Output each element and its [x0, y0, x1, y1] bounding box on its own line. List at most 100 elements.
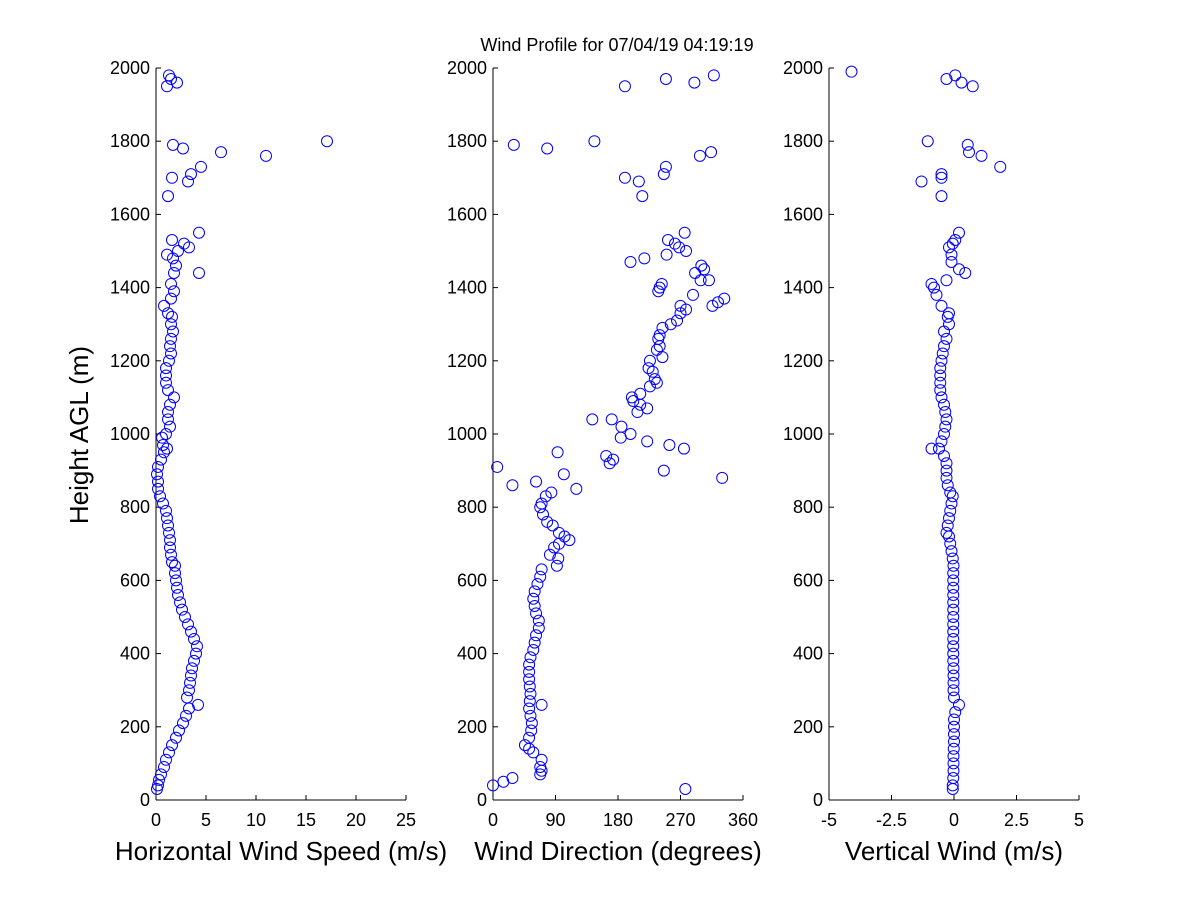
x-tick-label: 180	[603, 810, 633, 830]
data-point	[173, 724, 185, 737]
data-point	[947, 589, 960, 602]
data-point	[947, 632, 960, 645]
data-point	[641, 402, 654, 415]
data-point	[664, 318, 677, 331]
data-point	[588, 135, 601, 148]
data-point	[523, 680, 536, 693]
data-point	[921, 135, 934, 148]
data-point	[170, 259, 182, 272]
data-point	[947, 772, 960, 785]
data-point	[948, 720, 960, 733]
data-point	[947, 676, 960, 689]
data-point	[947, 559, 960, 572]
data-point	[193, 226, 205, 239]
data-point	[947, 574, 960, 587]
data-point	[185, 625, 197, 638]
data-point	[163, 746, 175, 759]
data-point	[941, 479, 954, 492]
data-point	[653, 329, 666, 342]
data-point	[944, 486, 957, 499]
data-point	[167, 325, 179, 338]
data-point	[155, 453, 167, 466]
data-point	[938, 398, 950, 411]
data-point	[939, 406, 952, 419]
data-point	[705, 146, 718, 159]
data-point	[688, 76, 701, 89]
x-tick-label: 10	[246, 810, 266, 830]
data-point	[168, 285, 180, 298]
data-point	[938, 340, 950, 353]
data-point	[716, 471, 729, 484]
data-point	[657, 464, 670, 477]
data-point	[168, 266, 180, 279]
data-point	[160, 369, 172, 382]
data-point	[156, 431, 168, 444]
data-point	[949, 234, 962, 247]
data-point	[938, 428, 950, 440]
panel-wind-direction: 0 200 400 600 800 1000 1200 1400 1600 1800 2000 0 90…	[447, 58, 762, 866]
data-point	[677, 442, 690, 455]
y-tick-label: 1000	[447, 424, 487, 444]
data-point	[164, 541, 176, 554]
data-point	[648, 373, 661, 386]
data-point	[943, 307, 955, 320]
data-point	[946, 490, 959, 503]
data-point	[506, 479, 519, 492]
data-point	[168, 391, 180, 404]
data-point	[947, 654, 960, 667]
data-point	[674, 299, 687, 312]
data-point	[551, 446, 564, 459]
data-point	[940, 332, 953, 345]
data-point	[166, 556, 178, 569]
data-point	[673, 241, 686, 254]
data-point	[158, 299, 170, 312]
data-point	[195, 160, 207, 173]
data-point	[655, 277, 668, 290]
x-tick-label: 20	[346, 810, 366, 830]
data-point	[179, 611, 191, 623]
data-point	[169, 559, 181, 572]
data-point	[165, 277, 177, 290]
data-point	[152, 482, 164, 495]
data-point	[659, 160, 672, 173]
data-point	[928, 281, 940, 294]
data-point	[532, 614, 545, 627]
panel-vertical-wind: 0 200 400 600 800 1000 1200 1400 1600 1800 2000 -5 -…	[783, 58, 1084, 866]
data-point	[953, 226, 965, 239]
data-point	[618, 80, 631, 93]
data-point	[169, 567, 181, 580]
data-point	[966, 80, 979, 93]
data-point	[165, 347, 177, 360]
y-tick-label: 1400	[110, 278, 150, 298]
data-point	[946, 779, 959, 792]
data-point	[172, 245, 184, 257]
data-point	[523, 695, 536, 708]
data-point	[166, 171, 178, 184]
y-tick-label: 600	[120, 570, 150, 590]
data-point	[638, 252, 651, 265]
data-point	[947, 567, 960, 580]
data-point	[164, 398, 176, 411]
data-point	[935, 168, 948, 181]
data-point	[930, 288, 943, 301]
data-point	[615, 420, 628, 433]
data-point	[162, 384, 174, 397]
data-point	[153, 773, 165, 786]
x-tick-label: -5	[821, 810, 837, 830]
y-tick-label: 1200	[783, 351, 823, 371]
data-point	[157, 497, 169, 510]
data-point	[186, 662, 198, 675]
data-point	[953, 263, 965, 276]
y-tick-label: 0	[140, 790, 150, 810]
data-point	[693, 149, 706, 162]
data-point	[160, 428, 172, 440]
data-point	[946, 237, 959, 250]
data-point	[525, 724, 538, 737]
data-point	[935, 435, 948, 448]
data-point	[947, 603, 960, 616]
data-point	[947, 750, 960, 763]
data-point	[940, 471, 953, 484]
data-point	[161, 442, 173, 455]
data-point	[947, 647, 960, 660]
data-point	[188, 654, 200, 667]
